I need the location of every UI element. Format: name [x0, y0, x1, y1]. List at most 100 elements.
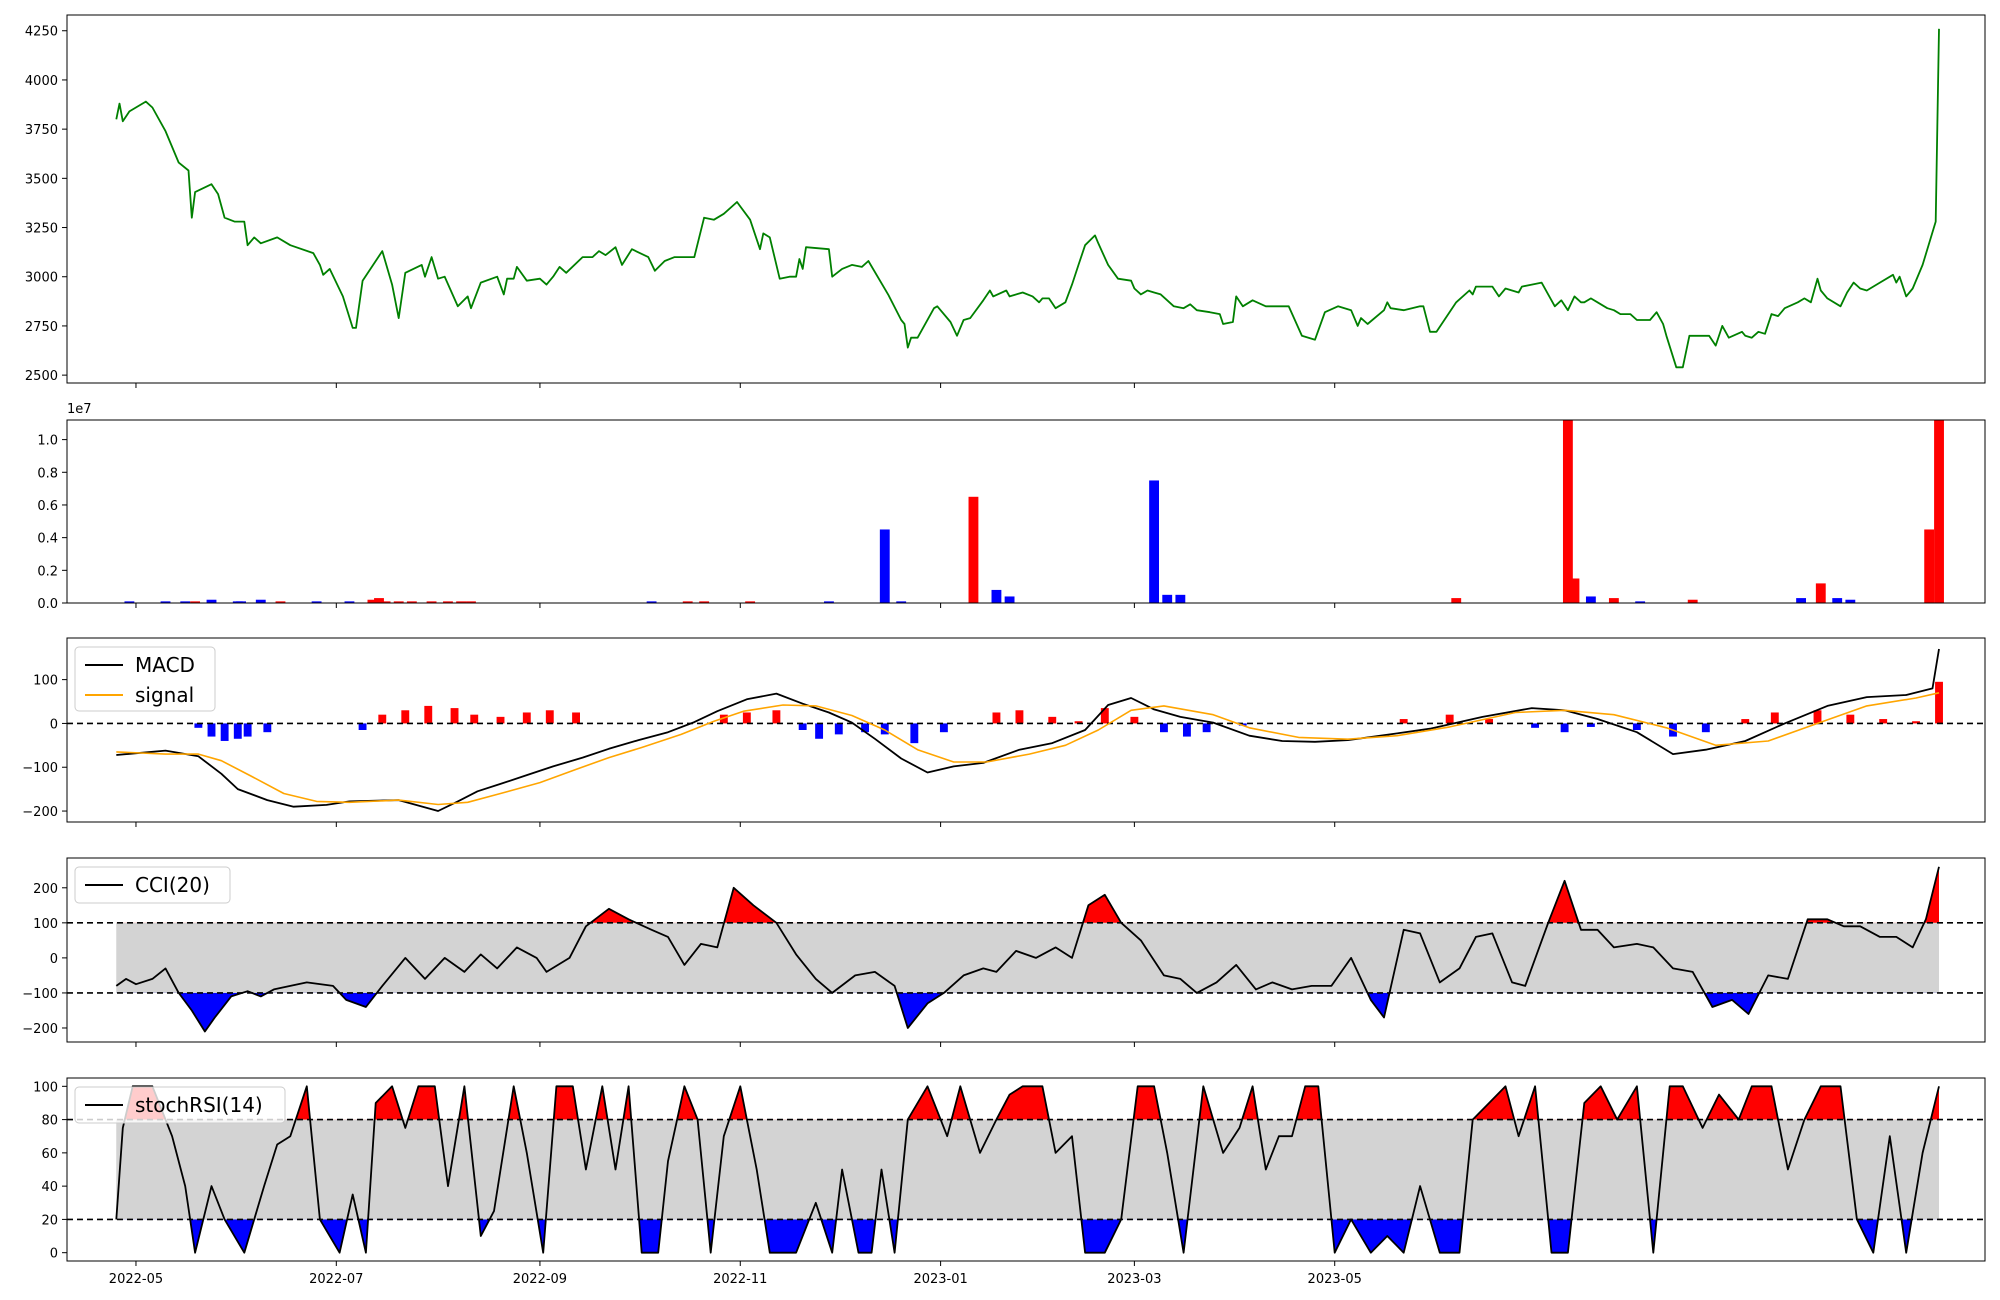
macd-histogram-bar: [207, 723, 216, 737]
volume-bar: [236, 601, 246, 603]
volume-bar: [1796, 598, 1807, 603]
volume-bar: [968, 496, 979, 603]
y-tick-label: 20: [41, 1213, 58, 1228]
macd-histogram-bar: [1912, 721, 1920, 724]
y-tick-label: 4000: [25, 74, 58, 89]
volume-bar: [824, 601, 834, 603]
y-tick-label: 100: [33, 917, 58, 932]
volume-bar: [1004, 596, 1015, 603]
volume-bar: [1175, 594, 1186, 603]
volume-bar: [1451, 598, 1462, 603]
macd-histogram-bar: [834, 723, 843, 735]
volume-bar: [275, 601, 286, 603]
price-frame: [66, 14, 1986, 384]
stochrsi-overbought-fill: [124, 1086, 1940, 1120]
macd-plot-area: [67, 648, 1985, 812]
price-panel: 2500 2750 3000 3250 3500 3750 4000 4250: [25, 14, 1986, 384]
y-tick-label: 0.8: [37, 466, 58, 481]
macd-histogram-bar: [939, 723, 948, 733]
macd-histogram-bar: [1445, 714, 1454, 724]
macd-histogram-bar: [742, 712, 751, 724]
macd-histogram-bar: [424, 705, 433, 724]
x-tick-label: 2023-03: [1107, 1272, 1161, 1287]
volume-bar: [406, 601, 417, 603]
macd-histogram-bar: [1560, 723, 1569, 733]
cci-20--line: [115, 866, 1940, 1033]
volume-bar: [393, 601, 404, 603]
macd-histogram-bar: [1531, 723, 1539, 728]
x-tick-label: 2023-05: [1308, 1272, 1362, 1287]
macd-histogram-bar: [1048, 716, 1057, 724]
macd-histogram-bar: [572, 712, 580, 724]
macd-frame: [66, 637, 1986, 823]
legend-label: CCI(20): [135, 873, 210, 897]
y-tick-label: −100: [22, 761, 58, 776]
volume-bar: [374, 598, 384, 603]
macd-line: [116, 648, 1940, 812]
macd-histogram-bar: [880, 723, 889, 735]
y-tick-label: 0.2: [37, 564, 58, 579]
macd-histogram-bar: [1846, 714, 1855, 724]
macd-histogram-bar: [1701, 723, 1710, 733]
y-tick-label: 3000: [25, 271, 58, 286]
macd-histogram-bar: [1770, 712, 1779, 724]
volume-bar: [1635, 601, 1646, 603]
y-tick-label: 0.0: [37, 597, 58, 612]
volume-bar: [466, 601, 476, 603]
volume-bar: [344, 601, 355, 603]
y-tick-label: 0: [50, 952, 58, 967]
macd-histogram-bar: [233, 723, 242, 739]
volume-bar: [456, 601, 467, 603]
y-tick-label: −100: [22, 987, 58, 1002]
x-tick-label: 2022-11: [713, 1272, 767, 1287]
macd-histogram-bar: [522, 712, 531, 724]
volume-scale-offset-label: 1e7: [67, 402, 92, 417]
x-tick-label: 2022-09: [513, 1272, 567, 1287]
stochrsi-14--line: [115, 1085, 1940, 1254]
stochrsi-legend-box: [74, 1086, 286, 1124]
y-tick-label: 0.6: [37, 499, 58, 514]
y-tick-label: 100: [33, 1080, 58, 1095]
macd-histogram-bar: [1879, 719, 1888, 724]
macd-histogram-bar: [1182, 723, 1191, 737]
macd-histogram-bar: [1159, 723, 1168, 733]
macd-histogram-bar: [815, 723, 824, 739]
macd-histogram-bar: [243, 723, 252, 737]
macd-histogram-bar: [1632, 723, 1641, 730]
stochrsi-frame: [66, 1077, 1986, 1262]
volume-bar: [1924, 529, 1935, 603]
volume-bar: [1569, 578, 1580, 603]
volume-bar: [180, 601, 191, 603]
macd-histogram-bar: [401, 710, 410, 724]
macd-histogram-bar: [1399, 719, 1408, 724]
macd-histogram-bar: [1202, 723, 1211, 733]
macd-histogram-bar: [772, 710, 781, 724]
macd-histogram-bar: [545, 710, 554, 724]
volume-frame: [66, 419, 1986, 604]
macd-histogram-bar: [798, 723, 807, 730]
y-tick-label: −200: [22, 1022, 58, 1037]
volume-bar: [1934, 420, 1944, 603]
x-tick-label: 2023-01: [913, 1272, 967, 1287]
y-tick-label: 3750: [25, 123, 58, 138]
macd-histogram-bar: [1741, 719, 1750, 724]
cci-legend-box: [74, 866, 231, 904]
price-line: [115, 28, 1940, 369]
y-tick-label: 100: [33, 674, 58, 689]
volume-bar: [124, 601, 135, 603]
cci-frame: [66, 857, 1986, 1043]
cci-neutral-band: [116, 922, 1940, 993]
volume-bar: [745, 601, 756, 603]
volume-bar: [699, 601, 710, 603]
volume-bar: [255, 599, 266, 603]
macd-histogram-bar: [910, 723, 919, 744]
y-tick-label: 0: [50, 1247, 58, 1262]
volume-bar: [991, 589, 1002, 603]
stochrsi-plot-area: [67, 1085, 1985, 1254]
volume-bar: [682, 601, 693, 603]
macd-histogram-bar: [194, 723, 203, 728]
y-tick-label: 2750: [25, 320, 58, 335]
macd-histogram-bar: [1485, 719, 1494, 724]
y-tick-label: −200: [22, 805, 58, 820]
